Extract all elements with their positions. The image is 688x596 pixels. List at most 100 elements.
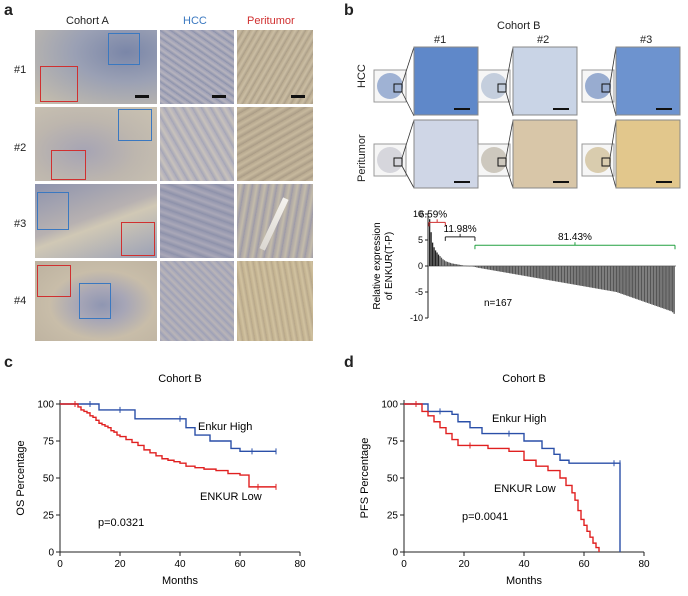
hcc-region-box bbox=[118, 109, 152, 141]
panel-b-title: Cohort B bbox=[497, 20, 541, 32]
ihc-peritumor-2 bbox=[477, 119, 578, 189]
bar bbox=[660, 266, 662, 308]
bar bbox=[563, 266, 566, 283]
hcc-region-box bbox=[108, 33, 140, 65]
bar bbox=[532, 266, 535, 278]
bar bbox=[673, 266, 675, 314]
bar bbox=[640, 266, 643, 301]
peritumor-zoom-image bbox=[237, 107, 313, 181]
bar bbox=[540, 266, 542, 279]
km-y-label: PFS Percentage bbox=[359, 438, 371, 519]
bar bbox=[457, 264, 459, 266]
bar bbox=[630, 266, 632, 298]
bar bbox=[506, 266, 508, 273]
bar bbox=[520, 266, 523, 276]
panel-b-label: b bbox=[344, 2, 354, 19]
bar bbox=[434, 250, 437, 266]
bar bbox=[642, 266, 644, 302]
hcc-zoom-image bbox=[160, 30, 234, 104]
bar bbox=[491, 266, 493, 271]
peritumor-zoom-image bbox=[237, 184, 313, 258]
bar bbox=[513, 266, 515, 275]
bar bbox=[627, 266, 629, 297]
bar bbox=[652, 266, 655, 305]
bar bbox=[603, 266, 606, 290]
bar bbox=[538, 266, 540, 279]
km-x-tick-label: 80 bbox=[294, 559, 306, 570]
bar bbox=[571, 266, 573, 285]
bar bbox=[458, 264, 460, 266]
bar bbox=[549, 266, 551, 281]
bar bbox=[430, 232, 432, 266]
km-x-tick-label: 0 bbox=[57, 559, 63, 570]
bar bbox=[511, 266, 514, 274]
bar bbox=[602, 266, 604, 290]
bar bbox=[486, 266, 489, 270]
bar bbox=[600, 266, 603, 290]
bar bbox=[575, 266, 577, 285]
bar bbox=[480, 266, 483, 269]
km-x-tick-label: 20 bbox=[458, 559, 470, 570]
bar bbox=[443, 260, 446, 266]
bar bbox=[669, 266, 671, 311]
hcc-region-box bbox=[79, 283, 111, 319]
bar-ylabel-line2: of ENKUR(T-P) bbox=[384, 232, 395, 300]
bar bbox=[574, 266, 576, 285]
bar bbox=[654, 266, 656, 306]
bar bbox=[589, 266, 591, 288]
bar bbox=[510, 266, 512, 274]
bar bbox=[623, 266, 625, 295]
bar-y-tick-label: 5 bbox=[418, 235, 423, 245]
bar bbox=[657, 266, 659, 307]
bar bbox=[594, 266, 597, 289]
panel-a-hcc-header: HCC bbox=[183, 15, 207, 27]
expression-bar-chart: Relative expression of ENKUR(T-P) 10 5 0 -5… bbox=[372, 209, 676, 323]
bar bbox=[620, 266, 622, 294]
bar bbox=[473, 266, 475, 267]
panel-a-peritumor-header: Peritumor bbox=[247, 15, 295, 27]
bar bbox=[451, 263, 453, 266]
bar bbox=[605, 266, 607, 291]
ihc-image-grid bbox=[373, 46, 681, 189]
bar bbox=[612, 266, 615, 292]
bar bbox=[476, 266, 478, 268]
bar bbox=[464, 265, 466, 267]
ihc-peritumor-3 bbox=[581, 119, 681, 189]
bar bbox=[649, 266, 652, 304]
bar bbox=[672, 266, 674, 313]
bar-n-label: n=167 bbox=[484, 298, 513, 309]
bar bbox=[614, 266, 616, 292]
group-percent-label: 11.98% bbox=[444, 224, 477, 235]
km-y-tick-label: 50 bbox=[387, 474, 399, 485]
bar bbox=[592, 266, 594, 288]
bar bbox=[590, 266, 592, 288]
bar bbox=[466, 265, 468, 267]
bar bbox=[572, 266, 575, 285]
bar-ylabel-line1: Relative expression bbox=[372, 222, 383, 309]
bar bbox=[667, 266, 669, 311]
km-curve bbox=[404, 403, 600, 552]
km-y-tick-label: 100 bbox=[381, 400, 398, 411]
bar bbox=[632, 266, 634, 298]
bar bbox=[666, 266, 668, 310]
bar bbox=[500, 266, 502, 272]
bar bbox=[471, 266, 474, 267]
bar bbox=[661, 266, 663, 309]
peritumor-region-box bbox=[37, 265, 71, 297]
panel-b-col-label: #3 bbox=[640, 34, 653, 46]
bar bbox=[586, 266, 588, 287]
bar bbox=[636, 266, 638, 300]
bar bbox=[495, 266, 497, 271]
bar bbox=[568, 266, 570, 284]
bar bbox=[615, 266, 618, 292]
group-percent-label: 6.59% bbox=[419, 209, 447, 220]
km-y-tick-label: 25 bbox=[387, 511, 399, 522]
bar bbox=[593, 266, 595, 289]
bar bbox=[516, 266, 518, 275]
bar bbox=[643, 266, 646, 302]
bar bbox=[492, 266, 495, 271]
bar bbox=[469, 266, 471, 267]
bar bbox=[436, 252, 438, 266]
bar bbox=[584, 266, 586, 287]
peritumor-zoom-image bbox=[237, 30, 313, 104]
